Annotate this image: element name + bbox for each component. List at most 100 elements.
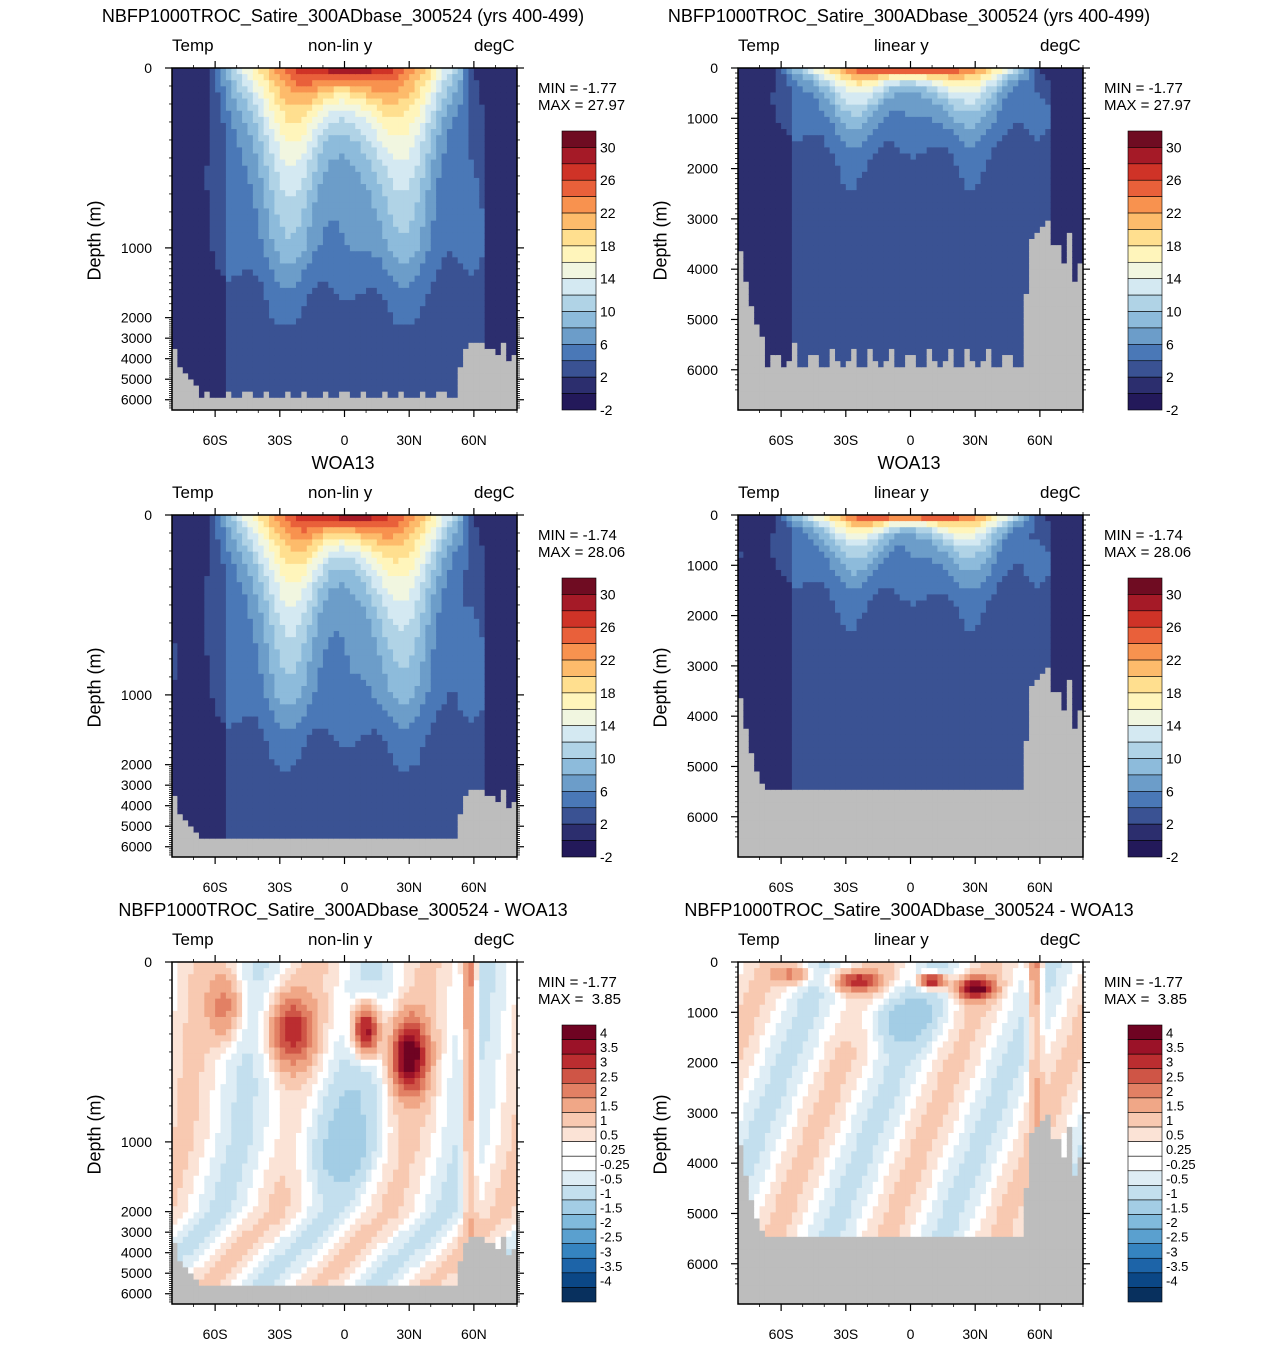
field-cell [738,98,744,106]
field-cell [301,74,308,81]
field-cell [770,312,777,319]
field-cell [242,190,249,197]
field-cell [349,202,356,210]
field-cell [376,318,383,326]
field-cell [366,147,373,155]
field-cell [791,214,798,222]
field-cell [829,104,836,112]
field-cell [446,220,453,228]
field-cell [371,226,378,234]
field-cell [382,373,389,381]
field-cell [349,379,356,387]
field-cell [813,373,820,381]
field-cell [242,342,249,350]
field-cell [285,312,292,319]
field-cell [360,312,367,319]
field-cell [484,342,491,350]
field-cell [824,269,831,277]
field-cell [231,263,238,271]
field-cell [333,86,340,94]
field-cell [333,80,340,87]
field-cell [468,122,475,130]
field-cell [182,122,189,130]
field-cell [274,68,281,75]
field-cell [247,281,254,289]
field-cell [376,373,383,381]
field-cell [376,348,383,356]
field-cell [473,232,480,240]
field-cell [263,367,270,374]
field-cell [840,281,847,289]
field-cell [285,367,292,374]
field-cell [306,171,313,179]
field-cell [387,361,394,368]
field-cell [247,245,254,252]
field-cell [371,92,378,100]
field-cell [387,348,394,356]
field-cell [506,263,513,271]
field-cell [430,257,437,265]
field-cell [797,190,804,197]
field-cell [484,287,491,295]
field-cell [802,110,809,118]
field-cell [263,275,270,283]
field-cell [468,245,475,252]
field-cell [441,348,448,356]
field-cell [306,184,313,191]
field-cell [808,122,815,130]
field-cell [177,190,184,197]
field-cell [463,391,470,399]
field-cell [231,379,238,387]
field-cell [172,122,178,130]
field-cell [360,147,367,155]
field-cell [818,397,825,405]
field-cell [172,293,178,301]
field-cell [813,391,820,399]
field-cell [457,141,464,148]
field-cell [775,153,782,161]
field-cell [393,275,400,283]
field-cell [808,293,815,301]
field-cell [366,397,373,405]
field-cell [355,373,362,381]
field-cell [495,391,502,399]
field-cell [797,257,804,265]
field-cell [306,336,313,344]
field-cell [387,355,394,362]
field-cell [371,379,378,387]
field-cell [312,275,319,283]
field-cell [349,287,356,295]
field-cell [360,245,367,252]
field-cell [225,226,232,234]
field-cell [182,110,189,118]
field-cell [791,116,798,124]
field-cell [177,226,184,234]
field-cell [366,300,373,307]
field-cell [791,135,798,142]
field-cell [738,220,744,228]
field-cell [748,306,755,313]
field-cell [808,220,815,228]
field-cell [764,239,771,246]
field-cell [840,171,847,179]
field-cell [835,251,842,258]
field-cell [446,245,453,252]
field-cell [473,74,480,81]
field-cell [231,300,238,307]
field-cell [802,269,809,277]
field-cell [457,104,464,112]
field-cell [835,263,842,271]
field-cell [193,336,200,344]
field-cell [215,184,222,191]
field-cell [349,177,356,185]
field-cell [360,379,367,387]
field-cell [312,80,319,87]
field-cell [242,269,249,277]
field-cell [349,171,356,179]
field-cell [193,68,200,75]
field-cell [764,177,771,185]
field-cell [204,251,211,258]
field-cell [322,232,329,240]
field-cell [182,373,189,381]
